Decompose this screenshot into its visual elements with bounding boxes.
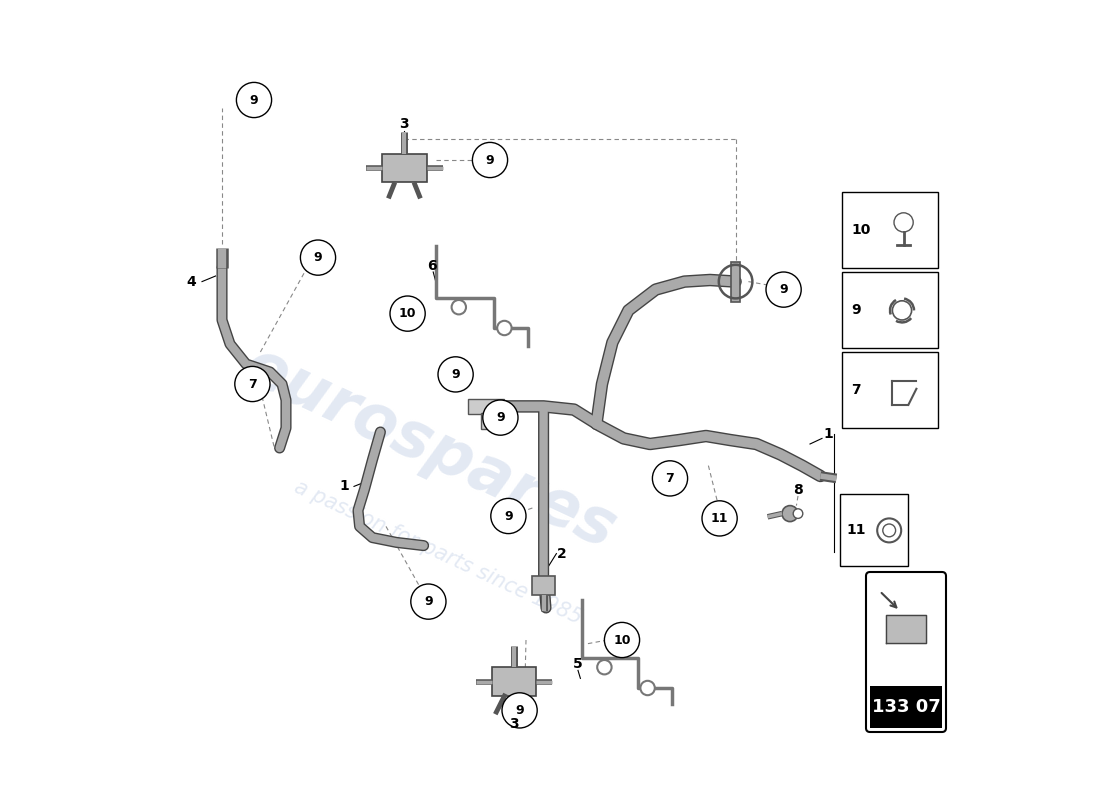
Text: 5: 5 — [573, 657, 583, 671]
Text: 6: 6 — [427, 258, 437, 273]
Bar — [870, 686, 942, 728]
Text: 7: 7 — [248, 378, 256, 390]
Circle shape — [640, 681, 654, 695]
Text: 9: 9 — [425, 595, 432, 608]
Text: 10: 10 — [614, 634, 630, 646]
Text: eurospares: eurospares — [234, 334, 626, 562]
Text: 1: 1 — [824, 426, 834, 441]
Text: 3: 3 — [399, 117, 409, 131]
Circle shape — [604, 622, 639, 658]
Text: 9: 9 — [496, 411, 505, 424]
Circle shape — [390, 296, 426, 331]
Circle shape — [491, 498, 526, 534]
Circle shape — [452, 300, 466, 314]
FancyBboxPatch shape — [842, 272, 938, 348]
Text: 10: 10 — [851, 223, 871, 237]
Text: 10: 10 — [399, 307, 416, 320]
Text: 7: 7 — [851, 383, 861, 397]
Text: 9: 9 — [515, 704, 524, 717]
Circle shape — [438, 357, 473, 392]
FancyBboxPatch shape — [842, 192, 938, 268]
Circle shape — [782, 506, 797, 522]
Text: 2: 2 — [557, 546, 566, 561]
Text: 8: 8 — [793, 482, 803, 497]
Text: 9: 9 — [314, 251, 322, 264]
Bar — [532, 576, 554, 595]
Circle shape — [483, 400, 518, 435]
Circle shape — [502, 693, 537, 728]
Text: 1: 1 — [340, 479, 350, 494]
Bar — [492, 667, 537, 696]
Text: 4: 4 — [187, 274, 197, 289]
Text: 11: 11 — [711, 512, 728, 525]
Bar — [382, 154, 427, 182]
Circle shape — [793, 509, 803, 518]
Circle shape — [472, 142, 507, 178]
Text: 9: 9 — [779, 283, 788, 296]
Text: 7: 7 — [666, 472, 674, 485]
Bar — [469, 399, 504, 414]
Text: 9: 9 — [451, 368, 460, 381]
Polygon shape — [886, 615, 926, 643]
Circle shape — [652, 461, 688, 496]
Text: 9: 9 — [504, 510, 513, 522]
Circle shape — [234, 366, 270, 402]
Circle shape — [766, 272, 801, 307]
Circle shape — [410, 584, 446, 619]
Circle shape — [497, 321, 512, 335]
Bar — [730, 262, 740, 302]
Circle shape — [300, 240, 336, 275]
Text: 3: 3 — [509, 717, 519, 731]
Text: 11: 11 — [846, 523, 866, 538]
Circle shape — [883, 524, 895, 537]
Bar — [481, 413, 491, 429]
Text: a passion for parts since 1985: a passion for parts since 1985 — [292, 476, 585, 628]
Circle shape — [597, 660, 612, 674]
Circle shape — [236, 82, 272, 118]
Circle shape — [702, 501, 737, 536]
Circle shape — [894, 213, 913, 232]
Text: 9: 9 — [250, 94, 258, 106]
FancyBboxPatch shape — [842, 352, 938, 428]
Text: 9: 9 — [486, 154, 494, 166]
FancyBboxPatch shape — [866, 572, 946, 732]
Text: 9: 9 — [851, 303, 861, 317]
FancyBboxPatch shape — [839, 494, 909, 566]
Circle shape — [892, 301, 912, 320]
Text: 133 07: 133 07 — [871, 698, 940, 716]
